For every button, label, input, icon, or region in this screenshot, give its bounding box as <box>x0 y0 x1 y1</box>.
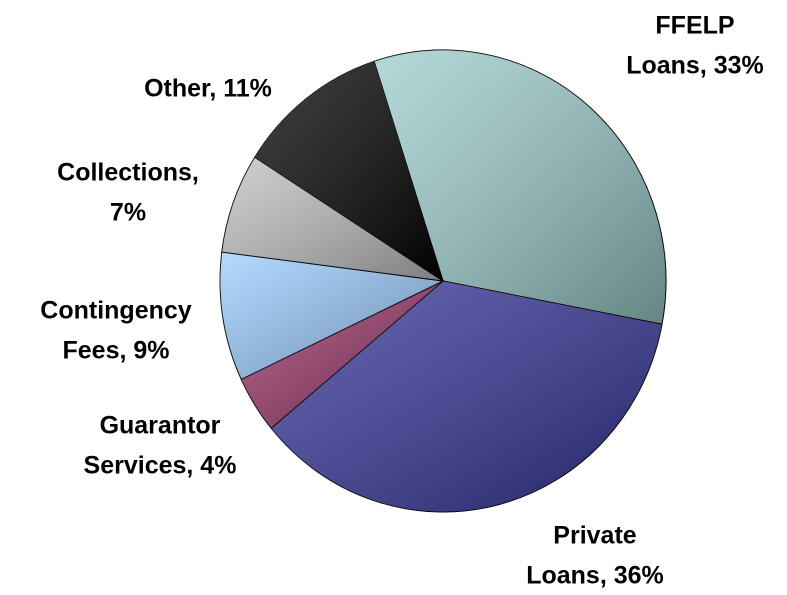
slice-shade <box>271 281 663 512</box>
slice-label: Other, 11% <box>144 75 272 103</box>
slice-shade <box>241 281 443 429</box>
slice-label: Loans, 33% <box>626 52 764 80</box>
slice-label: Services, 4% <box>84 452 237 480</box>
slice-label: FFELP <box>655 12 734 40</box>
slice-label: Loans, 36% <box>526 562 664 590</box>
slice-label: Fees, 9% <box>62 337 169 365</box>
slice-shade <box>221 157 443 281</box>
slice-label: Contingency <box>40 297 191 325</box>
slice-label: Guarantor <box>100 412 221 440</box>
slice-label: Collections, <box>57 159 199 187</box>
slice-label: 7% <box>110 199 146 227</box>
slice-shade <box>254 61 443 282</box>
slice-shade <box>374 49 666 325</box>
slice-label: Private <box>553 522 636 550</box>
slice-shade <box>220 252 443 380</box>
